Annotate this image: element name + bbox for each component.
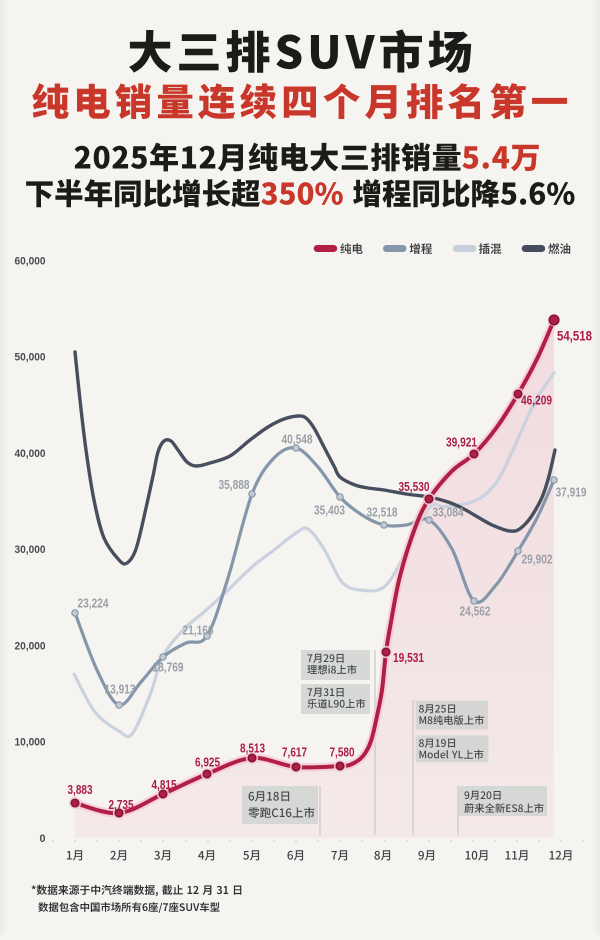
svg-text:19,531: 19,531 [393,651,424,665]
svg-text:4,815: 4,815 [152,778,177,792]
svg-text:8,513: 8,513 [240,742,265,756]
svg-text:24,562: 24,562 [460,605,491,619]
svg-text:39,921: 39,921 [446,436,477,450]
svg-text:23,224: 23,224 [78,597,109,611]
svg-text:60,000: 60,000 [15,256,46,268]
svg-text:54,518: 54,518 [557,328,592,344]
svg-text:30,000: 30,000 [15,544,46,556]
svg-text:37,919: 37,919 [556,486,587,500]
svg-text:33,084: 33,084 [433,506,464,520]
svg-text:0: 0 [40,833,46,845]
svg-text:29,902: 29,902 [522,553,553,567]
svg-text:10,000: 10,000 [15,737,46,749]
svg-text:18,769: 18,769 [153,661,184,675]
svg-text:32,518: 32,518 [367,506,398,520]
svg-text:40,000: 40,000 [15,448,46,460]
svg-text:35,403: 35,403 [314,504,345,518]
svg-text:40,548: 40,548 [282,433,313,447]
svg-text:13,913: 13,913 [105,683,136,697]
svg-text:7,617: 7,617 [282,746,307,760]
svg-text:35,530: 35,530 [399,480,430,494]
svg-text:6,925: 6,925 [195,756,220,770]
svg-text:35,888: 35,888 [219,478,250,492]
svg-text:2,735: 2,735 [109,798,134,812]
svg-text:7,580: 7,580 [330,746,355,760]
svg-text:46,209: 46,209 [521,394,552,408]
svg-text:3,883: 3,883 [68,783,93,797]
svg-text:21,166: 21,166 [183,624,214,638]
svg-text:20,000: 20,000 [15,641,46,653]
svg-text:50,000: 50,000 [15,352,46,364]
